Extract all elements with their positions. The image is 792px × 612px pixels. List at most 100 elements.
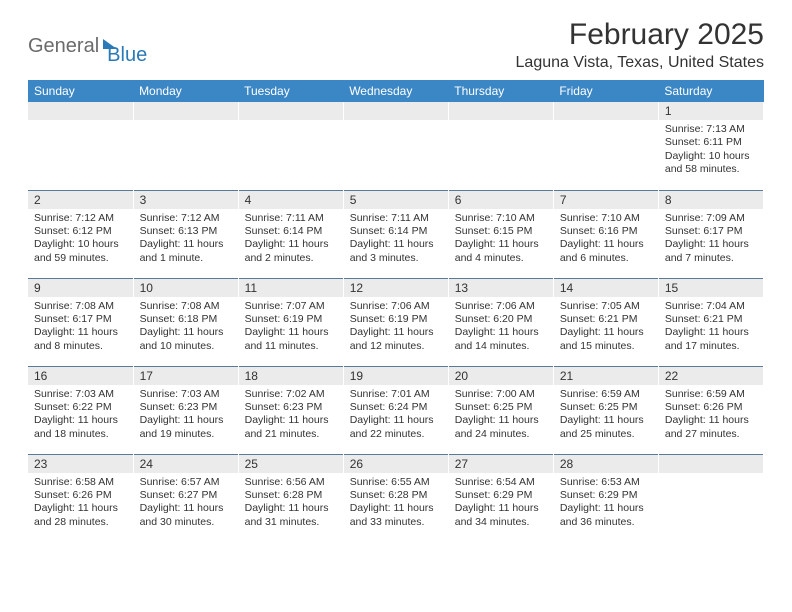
sunset-text: Sunset: 6:29 PM: [560, 489, 652, 502]
day-body: Sunrise: 7:06 AMSunset: 6:19 PMDaylight:…: [344, 297, 448, 358]
day-number: 19: [344, 367, 448, 385]
day-body: Sunrise: 6:59 AMSunset: 6:26 PMDaylight:…: [659, 385, 763, 446]
calendar-cell: 13Sunrise: 7:06 AMSunset: 6:20 PMDayligh…: [448, 278, 553, 366]
sunrise-text: Sunrise: 7:13 AM: [665, 123, 757, 136]
calendar-cell: 5Sunrise: 7:11 AMSunset: 6:14 PMDaylight…: [343, 190, 448, 278]
day-number: 27: [449, 455, 553, 473]
day-body: Sunrise: 6:57 AMSunset: 6:27 PMDaylight:…: [134, 473, 238, 534]
day-number: 6: [449, 191, 553, 209]
sunset-text: Sunset: 6:14 PM: [245, 225, 337, 238]
day-body: Sunrise: 7:08 AMSunset: 6:17 PMDaylight:…: [28, 297, 133, 358]
calendar-body: 1Sunrise: 7:13 AMSunset: 6:11 PMDaylight…: [28, 102, 764, 542]
day-number: 13: [449, 279, 553, 297]
day-body: Sunrise: 7:03 AMSunset: 6:22 PMDaylight:…: [28, 385, 133, 446]
day-body: Sunrise: 7:00 AMSunset: 6:25 PMDaylight:…: [449, 385, 553, 446]
calendar-cell: 23Sunrise: 6:58 AMSunset: 6:26 PMDayligh…: [28, 454, 133, 542]
logo: General Blue: [28, 18, 147, 67]
day-body: Sunrise: 6:53 AMSunset: 6:29 PMDaylight:…: [554, 473, 658, 534]
day-number: 18: [239, 367, 343, 385]
day-body: Sunrise: 7:04 AMSunset: 6:21 PMDaylight:…: [659, 297, 763, 358]
day-body: Sunrise: 6:58 AMSunset: 6:26 PMDaylight:…: [28, 473, 133, 534]
sunrise-text: Sunrise: 7:05 AM: [560, 300, 652, 313]
daylight-text: Daylight: 11 hours and 34 minutes.: [455, 502, 547, 529]
day-body: Sunrise: 7:11 AMSunset: 6:14 PMDaylight:…: [344, 209, 448, 270]
day-body: Sunrise: 7:07 AMSunset: 6:19 PMDaylight:…: [239, 297, 343, 358]
sunset-text: Sunset: 6:14 PM: [350, 225, 442, 238]
day-number: 17: [134, 367, 238, 385]
daylight-text: Daylight: 11 hours and 15 minutes.: [560, 326, 652, 353]
calendar-cell: 20Sunrise: 7:00 AMSunset: 6:25 PMDayligh…: [448, 366, 553, 454]
day-number: 23: [28, 455, 133, 473]
day-number-empty: [659, 455, 763, 473]
header: General Blue February 2025 Laguna Vista,…: [28, 18, 764, 72]
daylight-text: Daylight: 11 hours and 22 minutes.: [350, 414, 442, 441]
sunset-text: Sunset: 6:24 PM: [350, 401, 442, 414]
calendar-week-row: 16Sunrise: 7:03 AMSunset: 6:22 PMDayligh…: [28, 366, 764, 454]
day-number: 11: [239, 279, 343, 297]
sunrise-text: Sunrise: 6:58 AM: [34, 476, 127, 489]
calendar-cell: 10Sunrise: 7:08 AMSunset: 6:18 PMDayligh…: [133, 278, 238, 366]
day-body: Sunrise: 6:59 AMSunset: 6:25 PMDaylight:…: [554, 385, 658, 446]
day-body: Sunrise: 7:03 AMSunset: 6:23 PMDaylight:…: [134, 385, 238, 446]
sunrise-text: Sunrise: 7:07 AM: [245, 300, 337, 313]
month-title: February 2025: [516, 18, 764, 52]
daylight-text: Daylight: 11 hours and 7 minutes.: [665, 238, 757, 265]
daylight-text: Daylight: 11 hours and 36 minutes.: [560, 502, 652, 529]
day-body: Sunrise: 7:05 AMSunset: 6:21 PMDaylight:…: [554, 297, 658, 358]
weekday-header: Wednesday: [343, 80, 448, 102]
daylight-text: Daylight: 11 hours and 2 minutes.: [245, 238, 337, 265]
calendar-cell: 15Sunrise: 7:04 AMSunset: 6:21 PMDayligh…: [658, 278, 763, 366]
daylight-text: Daylight: 11 hours and 3 minutes.: [350, 238, 442, 265]
sunrise-text: Sunrise: 6:54 AM: [455, 476, 547, 489]
sunset-text: Sunset: 6:19 PM: [350, 313, 442, 326]
sunrise-text: Sunrise: 6:57 AM: [140, 476, 232, 489]
daylight-text: Daylight: 11 hours and 24 minutes.: [455, 414, 547, 441]
daylight-text: Daylight: 11 hours and 12 minutes.: [350, 326, 442, 353]
calendar-cell: 28Sunrise: 6:53 AMSunset: 6:29 PMDayligh…: [553, 454, 658, 542]
day-number: 24: [134, 455, 238, 473]
sunrise-text: Sunrise: 7:06 AM: [350, 300, 442, 313]
sunset-text: Sunset: 6:27 PM: [140, 489, 232, 502]
calendar-cell: 22Sunrise: 6:59 AMSunset: 6:26 PMDayligh…: [658, 366, 763, 454]
sunset-text: Sunset: 6:26 PM: [665, 401, 757, 414]
day-number: 16: [28, 367, 133, 385]
sunset-text: Sunset: 6:17 PM: [34, 313, 127, 326]
sunrise-text: Sunrise: 7:08 AM: [140, 300, 232, 313]
day-number: 4: [239, 191, 343, 209]
calendar-cell: 21Sunrise: 6:59 AMSunset: 6:25 PMDayligh…: [553, 366, 658, 454]
sunset-text: Sunset: 6:22 PM: [34, 401, 127, 414]
calendar-cell: [343, 102, 448, 190]
calendar-cell: 14Sunrise: 7:05 AMSunset: 6:21 PMDayligh…: [553, 278, 658, 366]
day-number: 20: [449, 367, 553, 385]
sunrise-text: Sunrise: 7:10 AM: [455, 212, 547, 225]
sunrise-text: Sunrise: 7:04 AM: [665, 300, 757, 313]
calendar-cell: [28, 102, 133, 190]
calendar-cell: 3Sunrise: 7:12 AMSunset: 6:13 PMDaylight…: [133, 190, 238, 278]
location: Laguna Vista, Texas, United States: [516, 54, 764, 72]
day-body: Sunrise: 7:12 AMSunset: 6:13 PMDaylight:…: [134, 209, 238, 270]
sunrise-text: Sunrise: 7:03 AM: [34, 388, 127, 401]
day-number-empty: [344, 102, 448, 120]
sunset-text: Sunset: 6:20 PM: [455, 313, 547, 326]
daylight-text: Daylight: 11 hours and 10 minutes.: [140, 326, 232, 353]
day-body: Sunrise: 7:06 AMSunset: 6:20 PMDaylight:…: [449, 297, 553, 358]
day-number: 8: [659, 191, 763, 209]
sunset-text: Sunset: 6:23 PM: [245, 401, 337, 414]
daylight-text: Daylight: 11 hours and 4 minutes.: [455, 238, 547, 265]
day-number: 7: [554, 191, 658, 209]
calendar-cell: [658, 454, 763, 542]
day-number: 15: [659, 279, 763, 297]
day-number: 2: [28, 191, 133, 209]
weekday-header: Thursday: [448, 80, 553, 102]
day-body: Sunrise: 7:11 AMSunset: 6:14 PMDaylight:…: [239, 209, 343, 270]
calendar-week-row: 1Sunrise: 7:13 AMSunset: 6:11 PMDaylight…: [28, 102, 764, 190]
calendar-week-row: 9Sunrise: 7:08 AMSunset: 6:17 PMDaylight…: [28, 278, 764, 366]
daylight-text: Daylight: 11 hours and 33 minutes.: [350, 502, 442, 529]
sunset-text: Sunset: 6:29 PM: [455, 489, 547, 502]
weekday-header: Tuesday: [238, 80, 343, 102]
sunrise-text: Sunrise: 7:12 AM: [34, 212, 127, 225]
day-body: Sunrise: 6:55 AMSunset: 6:28 PMDaylight:…: [344, 473, 448, 534]
sunrise-text: Sunrise: 7:11 AM: [350, 212, 442, 225]
sunset-text: Sunset: 6:23 PM: [140, 401, 232, 414]
sunrise-text: Sunrise: 7:08 AM: [34, 300, 127, 313]
